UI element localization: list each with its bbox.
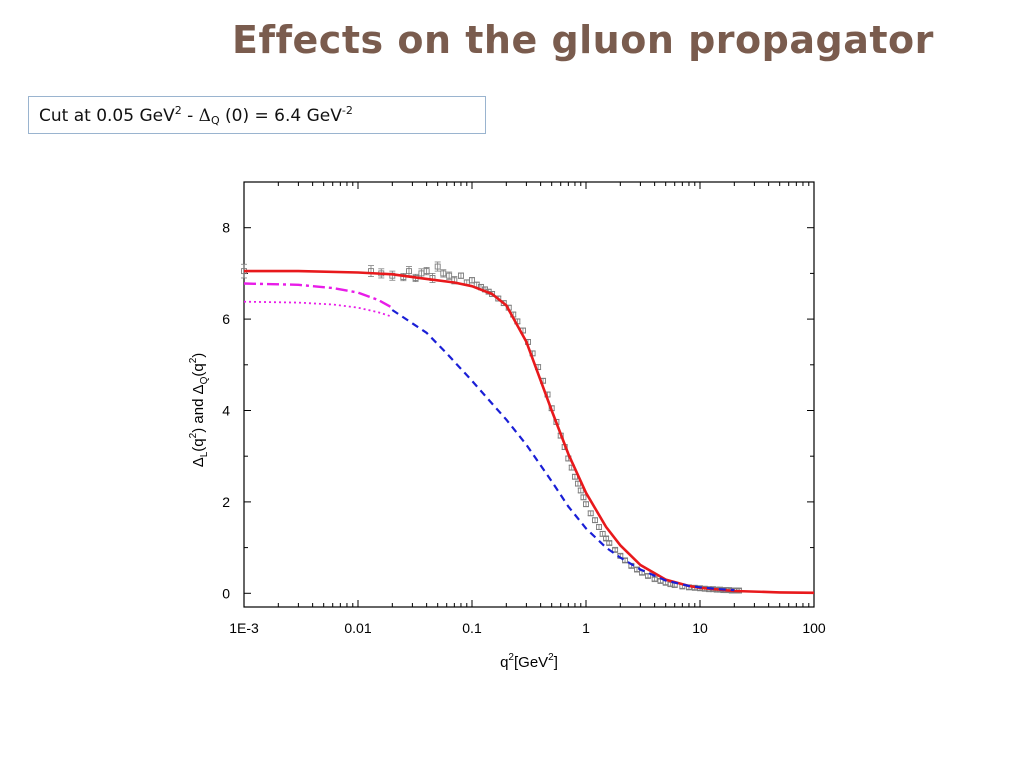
data-point bbox=[595, 524, 602, 530]
point-marker bbox=[446, 272, 453, 279]
point-marker bbox=[622, 557, 628, 564]
x-tick-labels: 1E-3 0.01 0.1 1 10 100 bbox=[229, 620, 826, 636]
point-marker bbox=[603, 535, 610, 542]
point-marker bbox=[592, 517, 598, 524]
y-tick-label: 8 bbox=[222, 220, 230, 236]
data-point bbox=[587, 510, 594, 517]
solid-curve bbox=[244, 269, 815, 595]
data-point bbox=[367, 265, 374, 277]
point-marker bbox=[645, 572, 651, 579]
point-marker bbox=[458, 272, 464, 279]
y-tick-label: 0 bbox=[222, 585, 230, 601]
data-point bbox=[469, 277, 475, 284]
data-point bbox=[457, 272, 464, 279]
cut-dash: - bbox=[181, 106, 199, 126]
plot-frame bbox=[243, 181, 815, 608]
point-marker bbox=[577, 487, 584, 494]
data-point bbox=[606, 540, 613, 546]
x-tick-label: 0.1 bbox=[462, 620, 482, 636]
x-tick-label: 10 bbox=[692, 620, 708, 636]
cut-sub-q: Q bbox=[210, 114, 220, 127]
point-marker bbox=[469, 277, 475, 284]
cut-rest: (0) = 6.4 GeV bbox=[219, 106, 342, 126]
y-tick-label: 4 bbox=[222, 402, 230, 418]
lattice-data-points bbox=[241, 261, 743, 594]
dotted-curve bbox=[243, 300, 393, 318]
point-marker bbox=[612, 546, 619, 553]
data-point bbox=[612, 546, 619, 553]
cut-delta: Δ bbox=[198, 106, 211, 126]
point-marker bbox=[580, 494, 587, 501]
data-point bbox=[434, 261, 441, 272]
x-tick-label: 1 bbox=[582, 620, 590, 636]
cut-prefix: Cut at 0.05 GeV bbox=[39, 106, 175, 126]
data-point bbox=[651, 576, 658, 583]
slide-title: Effects on the gluon propagator bbox=[232, 18, 934, 62]
x-axis-label: q2[GeV2] bbox=[500, 652, 558, 671]
cut-sup-2: -2 bbox=[341, 104, 353, 117]
data-point bbox=[577, 487, 584, 494]
cut-annotation-box: Cut at 0.05 GeV2 - ΔQ (0) = 6.4 GeV-2 bbox=[28, 96, 486, 134]
data-point bbox=[418, 268, 425, 279]
curve-series bbox=[243, 269, 815, 595]
cut-sup-1: 2 bbox=[174, 104, 182, 117]
data-point bbox=[440, 269, 447, 278]
axis-ticks bbox=[243, 182, 815, 607]
data-point bbox=[446, 271, 453, 280]
point-marker bbox=[440, 270, 447, 277]
y-tick-labels: 0 2 4 6 8 bbox=[222, 220, 230, 602]
dashdot-curve bbox=[243, 282, 393, 309]
data-point bbox=[645, 572, 652, 579]
x-tick-label: 1E-3 bbox=[229, 620, 259, 636]
data-point bbox=[622, 557, 629, 564]
data-point bbox=[405, 266, 412, 277]
point-marker bbox=[587, 510, 594, 517]
point-marker bbox=[434, 263, 441, 270]
dashed-curve bbox=[391, 309, 735, 592]
x-tick-label: 0.01 bbox=[344, 620, 371, 636]
x-tick-label: 100 bbox=[802, 620, 826, 636]
data-point bbox=[592, 517, 599, 524]
data-point bbox=[599, 530, 606, 537]
point-marker bbox=[500, 300, 507, 307]
point-marker bbox=[606, 540, 613, 546]
data-point bbox=[583, 501, 589, 508]
point-marker bbox=[583, 501, 589, 508]
point-marker bbox=[406, 268, 412, 275]
point-marker bbox=[599, 530, 606, 537]
y-axis-label: ΔL(q2) and ΔQ(q2) bbox=[188, 353, 210, 468]
data-point bbox=[423, 267, 430, 276]
data-point bbox=[580, 494, 587, 501]
y-tick-label: 2 bbox=[222, 494, 230, 510]
point-marker bbox=[596, 524, 602, 530]
y-tick-label: 6 bbox=[222, 311, 230, 327]
point-marker bbox=[423, 268, 430, 275]
